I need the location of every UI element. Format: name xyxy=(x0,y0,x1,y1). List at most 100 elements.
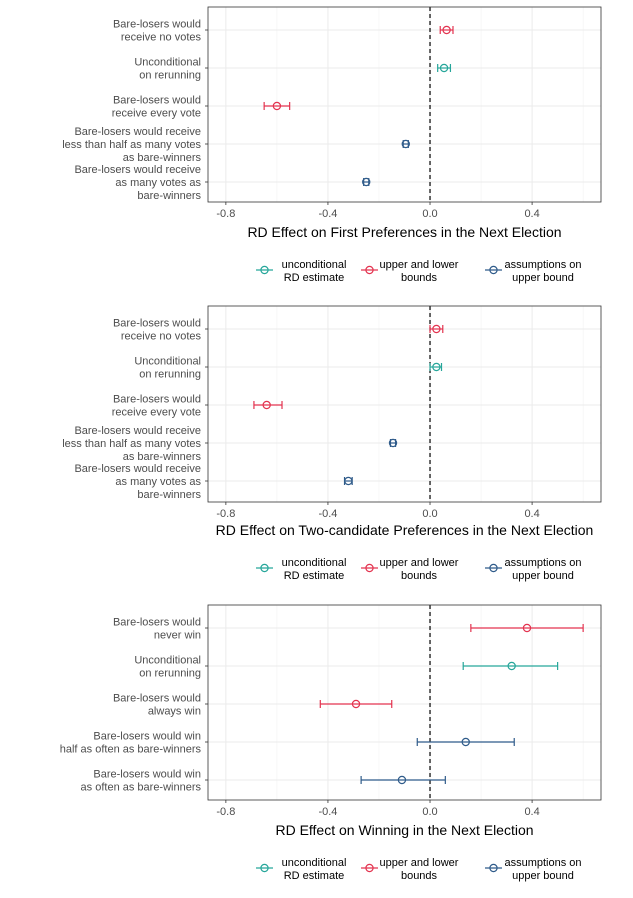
y-tick-label: Bare-losers would never win xyxy=(113,617,201,642)
point-estimate xyxy=(461,737,470,747)
y-tick-label-line: as bare-winners xyxy=(123,451,202,463)
x-tick-label: -0.4 xyxy=(318,806,337,818)
y-tick-label-line: less than half as many votes xyxy=(62,139,201,151)
y-tick-label: Bare-losers would win as often as bare-wi… xyxy=(81,769,202,794)
legend-key-bounds xyxy=(361,563,378,573)
legend-label: upper bound xyxy=(512,870,574,882)
x-tick-label: 0.4 xyxy=(524,208,539,220)
y-tick-label-line: on rerunning xyxy=(139,369,201,381)
y-tick-label-line: never win xyxy=(154,630,201,642)
y-tick-label-line: Unconditional xyxy=(134,57,201,69)
panel-1: Bare-losers would receive no votes Uncondi… xyxy=(62,6,602,284)
y-tick-label-line: less than half as many votes xyxy=(62,438,201,450)
plot-background xyxy=(208,7,601,202)
point-estimate xyxy=(401,139,410,149)
x-tick-label: -0.8 xyxy=(216,208,235,220)
legend-label: bounds xyxy=(401,570,438,582)
legend-key-bounds xyxy=(361,863,378,873)
y-tick-label-line: bare-winners xyxy=(137,190,201,202)
y-tick-label-line: receive every vote xyxy=(112,108,201,120)
y-tick-label: Unconditional on rerunning xyxy=(134,356,201,381)
point-estimate xyxy=(432,324,441,334)
legend-key-unconditional xyxy=(256,863,273,873)
legend-key-point xyxy=(260,863,269,873)
y-tick-label-line: on rerunning xyxy=(139,668,201,680)
panel-border xyxy=(207,604,602,801)
legend-key-bounds xyxy=(361,265,378,275)
y-tick-label: Unconditional on rerunning xyxy=(134,655,201,680)
y-tick-label: Bare-losers would receive no votes xyxy=(113,19,202,44)
y-tick-label: Bare-losers would receive every vote xyxy=(112,394,201,419)
legend-label: RD estimate xyxy=(284,870,345,882)
point-estimate xyxy=(272,101,282,111)
y-tick-label-line: Bare-losers would xyxy=(113,394,201,406)
legend-label: upper bound xyxy=(512,570,574,582)
y-tick-label-line: half as often as bare-winners xyxy=(60,744,202,756)
legend-key-point xyxy=(365,265,374,275)
point-estimate xyxy=(397,775,407,785)
y-tick-label-line: Unconditional xyxy=(134,356,201,368)
y-tick-label-line: bare-winners xyxy=(137,489,201,501)
y-tick-label-line: Bare-losers would win xyxy=(93,731,201,743)
y-tick-label-line: Bare-losers would xyxy=(113,617,201,629)
point-estimate xyxy=(351,699,361,709)
legend-key-point xyxy=(489,563,498,573)
legend-label: RD estimate xyxy=(284,272,345,284)
legend-key-assumptions xyxy=(485,265,502,275)
x-tick-label: 0.0 xyxy=(422,806,437,818)
x-tick-label: 0.4 xyxy=(524,508,539,520)
y-tick-label-line: receive every vote xyxy=(112,407,201,419)
point-estimate xyxy=(522,623,532,633)
legend-label: upper and lower xyxy=(380,857,459,869)
y-tick-label-line: Bare-losers would xyxy=(113,318,201,330)
legend-label: RD estimate xyxy=(284,570,345,582)
legend-key-point xyxy=(260,563,269,573)
x-axis-title: RD Effect on Two-candidate Preferences i… xyxy=(216,522,594,538)
legend-label: bounds xyxy=(401,272,438,284)
y-tick-label-line: Bare-losers would receive xyxy=(74,463,201,475)
legend-label: assumptions on xyxy=(504,259,581,271)
x-tick-label: 0.0 xyxy=(422,208,437,220)
y-tick-label: Bare-losers would receive no votes xyxy=(113,318,202,343)
panel-border xyxy=(207,6,602,203)
legend-key-point xyxy=(489,265,498,275)
panel-border xyxy=(207,305,602,503)
y-tick-label-line: receive no votes xyxy=(121,32,202,44)
legend-key-assumptions xyxy=(485,563,502,573)
y-tick-label: Bare-losers would receive every vote xyxy=(112,95,201,120)
legend-label: upper and lower xyxy=(380,557,459,569)
x-tick-label: -0.4 xyxy=(318,208,337,220)
x-tick-label: -0.4 xyxy=(318,508,337,520)
y-tick-label: Bare-losers would win half as often as ba… xyxy=(60,731,202,756)
y-tick-label-line: Bare-losers would xyxy=(113,19,201,31)
y-tick-label-line: Bare-losers would xyxy=(113,693,201,705)
legend-label: unconditional xyxy=(282,857,347,869)
y-tick-label: Bare-losers would receive as many votes a… xyxy=(74,164,201,202)
legend-label: unconditional xyxy=(282,259,347,271)
y-tick-label-line: as bare-winners xyxy=(123,152,202,164)
point-estimate xyxy=(439,63,449,73)
y-tick-label-line: Bare-losers would receive xyxy=(74,164,201,176)
y-tick-label-line: as many votes as xyxy=(115,476,201,488)
point-estimate xyxy=(432,362,441,372)
y-tick-label: Bare-losers would receive less than half … xyxy=(62,126,201,164)
point-estimate xyxy=(262,400,271,410)
legend-key-assumptions xyxy=(485,863,502,873)
x-tick-label: 0.0 xyxy=(422,508,437,520)
y-tick-label-line: as many votes as xyxy=(115,177,201,189)
y-tick-label-line: Bare-losers would receive xyxy=(74,425,201,437)
point-estimate xyxy=(388,438,398,448)
legend-label: upper bound xyxy=(512,272,574,284)
x-axis-title: RD Effect on First Preferences in the Ne… xyxy=(247,224,561,240)
legend-key-point xyxy=(365,563,374,573)
legend-label: unconditional xyxy=(282,557,347,569)
legend-key-unconditional xyxy=(256,563,273,573)
y-tick-label-line: on rerunning xyxy=(139,70,201,82)
legend-key-point xyxy=(365,863,374,873)
y-tick-label-line: receive no votes xyxy=(121,331,202,343)
